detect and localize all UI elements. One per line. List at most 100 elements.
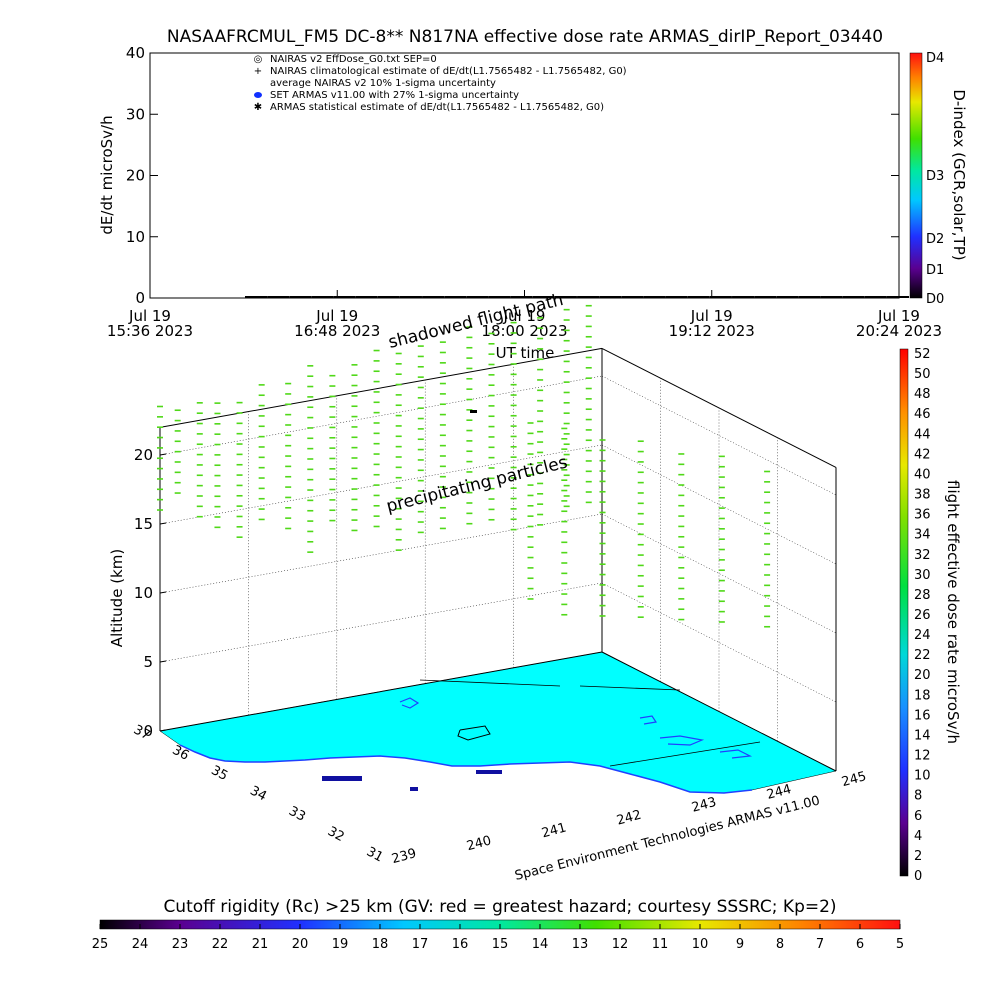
particle-mark — [258, 415, 265, 417]
particle-mark — [585, 377, 592, 379]
dose-tick-label: 34 — [914, 528, 931, 543]
particle-mark — [258, 477, 265, 479]
dose-tick-label: 28 — [914, 588, 931, 603]
particle-mark — [466, 388, 473, 390]
longitude-tick-label: 243 — [690, 795, 718, 816]
particle-mark — [351, 477, 358, 480]
particle-mark — [174, 461, 181, 463]
particle-mark — [307, 478, 314, 481]
particle-mark — [764, 574, 771, 576]
particle-mark — [561, 438, 568, 440]
particle-mark — [537, 410, 544, 412]
particle-mark — [174, 450, 181, 453]
particle-mark — [439, 506, 446, 509]
particle-mark — [488, 384, 495, 386]
particle-mark — [236, 494, 243, 497]
particle-mark — [561, 593, 568, 595]
particle-mark — [285, 527, 292, 530]
particle-mark — [417, 438, 424, 441]
particle-mark — [373, 442, 380, 445]
top-chart-title: NASAAFRCMUL_FM5 DC-8** N817NA effective … — [167, 27, 883, 47]
top-series-marker — [599, 296, 622, 298]
particle-mark — [439, 496, 446, 499]
particle-mark — [439, 444, 446, 447]
rc-tick-label: 12 — [612, 937, 629, 952]
particle-mark — [637, 450, 644, 453]
particle-mark — [527, 577, 534, 580]
particle-mark — [417, 490, 424, 492]
particle-mark — [585, 367, 592, 369]
particle-mark — [214, 423, 221, 425]
particle-mark — [510, 383, 517, 386]
particle-mark — [585, 439, 592, 442]
particle-mark — [678, 504, 685, 507]
particle-mark — [329, 509, 336, 512]
dose-tick-label: 30 — [914, 568, 931, 583]
particle-mark — [351, 457, 358, 459]
particle-mark — [527, 442, 534, 445]
particle-mark — [258, 518, 265, 521]
particle-mark — [307, 406, 314, 409]
particle-mark — [561, 448, 568, 450]
particle-mark — [258, 456, 265, 459]
particle-mark — [510, 373, 517, 376]
particle-mark — [417, 469, 424, 472]
particle-mark — [718, 476, 725, 478]
top-series-marker — [621, 296, 644, 298]
particle-mark — [585, 460, 592, 462]
dose-tick-label: 2 — [914, 849, 922, 864]
altitude-3d-box-front — [159, 651, 837, 772]
altitude-tick — [159, 660, 167, 663]
particle-mark — [637, 492, 644, 494]
particle-mark — [285, 393, 292, 395]
legend-entry: NAIRAS v2 EffDose_G0.txt SEP=0 — [270, 54, 437, 65]
top-series-marker — [732, 296, 755, 298]
latitude-tick-label: 31 — [364, 844, 386, 865]
particle-mark — [537, 348, 544, 350]
particle-mark — [585, 491, 592, 493]
particle-mark — [718, 465, 725, 468]
particle-mark — [214, 402, 221, 404]
particle-mark — [561, 572, 568, 575]
particle-mark — [285, 413, 292, 416]
particle-mark — [678, 567, 685, 569]
particle-mark — [373, 515, 380, 517]
particle-mark — [678, 484, 685, 486]
top-series-marker — [776, 296, 799, 298]
d-index-tick-label: D0 — [926, 292, 944, 307]
latitude-axis: 31 32 33 34 35 36 37 — [131, 722, 386, 865]
particle-mark — [157, 436, 163, 439]
particle-mark — [307, 509, 314, 512]
particle-mark — [510, 487, 517, 489]
particle-mark — [718, 548, 725, 551]
particle-mark — [417, 459, 424, 461]
particle-mark — [466, 378, 473, 380]
particle-mark — [466, 522, 473, 525]
particle-mark — [585, 325, 592, 328]
particle-mark — [678, 453, 685, 455]
particle-mark — [373, 432, 380, 435]
particle-mark — [417, 500, 424, 503]
particle-mark — [488, 487, 495, 490]
particle-mark — [599, 615, 606, 617]
particle-mark — [466, 409, 473, 411]
particle-mark — [214, 505, 221, 508]
rc-tick-label: 8 — [776, 937, 784, 952]
top-y-axis: 0 10 20 30 40 — [126, 44, 899, 307]
longitude-tick-label: 241 — [540, 820, 568, 841]
top-x-axis-label: UT time — [496, 344, 555, 362]
particle-mark — [585, 346, 592, 348]
particle-mark — [236, 422, 243, 425]
particle-mark — [395, 394, 402, 396]
particle-mark — [718, 600, 725, 603]
particle-mark — [307, 530, 314, 533]
particle-mark — [488, 436, 495, 438]
rc-tick-label: 13 — [572, 937, 589, 952]
particle-mark — [329, 426, 336, 429]
particle-mark — [561, 582, 568, 585]
particle-mark — [678, 618, 685, 621]
particle-mark — [196, 412, 203, 414]
particle-mark — [466, 512, 473, 515]
particle-mark — [537, 317, 544, 319]
particle-mark — [764, 491, 771, 493]
